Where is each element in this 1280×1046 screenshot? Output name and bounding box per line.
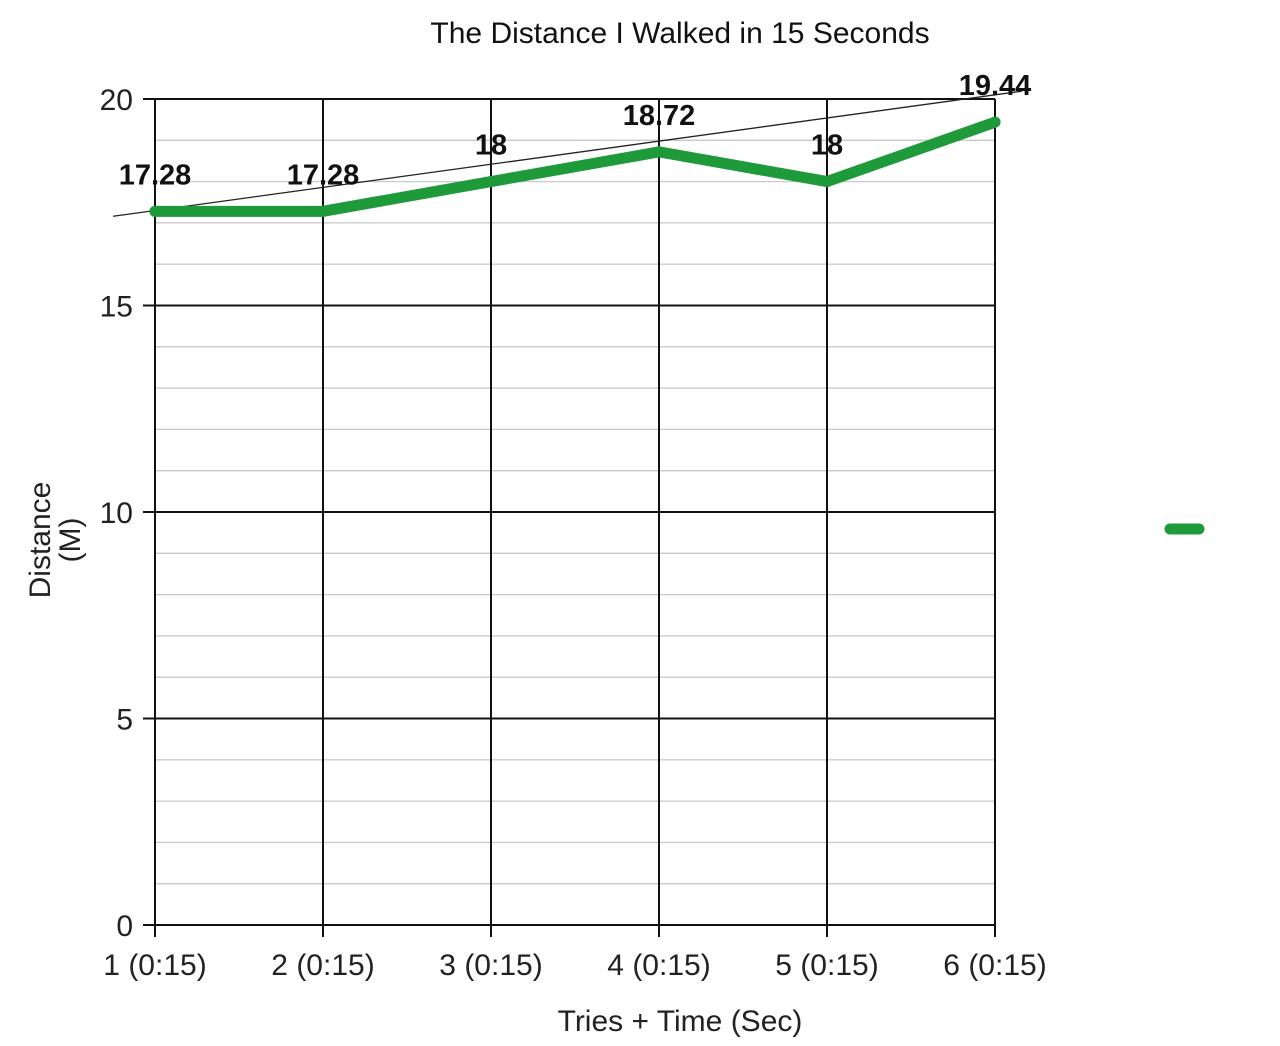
x-tick-label: 4 (0:15) [607,949,710,982]
data-label: 17.28 [119,159,192,191]
x-axis-ticks: 1 (0:15) 2 (0:15) 3 (0:15) 4 (0:15) 5 (0:15)… [103,949,1046,982]
data-point [989,116,1001,128]
y-tick-label: 15 [100,291,133,324]
series-group [149,116,1001,217]
x-axis-label: Tries + Time (Sec) [558,1005,803,1038]
y-axis-label: Distance (M) [24,482,87,599]
data-point [149,205,161,217]
data-label: 18 [811,130,843,162]
y-axis-label-line-2: (M) [54,518,87,563]
data-label: 19.44 [959,70,1032,102]
y-axis-ticks: 0 5 10 15 20 [100,84,155,943]
vertical-gridlines [154,99,996,937]
x-tick-label: 2 (0:15) [271,949,374,982]
data-point [821,176,833,188]
y-tick-label: 5 [116,704,133,737]
y-tick-label: 0 [116,910,133,943]
minor-gridlines [155,139,995,885]
major-gridlines [155,98,995,926]
trendline-group [112,90,1022,217]
data-point [317,205,329,217]
x-tick-label: 3 (0:15) [439,949,542,982]
chart-title: The Distance I Walked in 15 Seconds [430,17,929,50]
x-tick-label: 5 (0:15) [775,949,878,982]
data-labels: 17.28 17.28 18 18.72 18 19.44 [119,70,1032,191]
trendline [112,90,1022,217]
series-line [149,116,1001,217]
y-tick-label: 20 [100,84,133,117]
data-label: 18.72 [623,100,696,132]
data-point [485,176,497,188]
x-tick-label: 1 (0:15) [103,949,206,982]
y-axis-label-line-1: Distance [24,482,57,599]
data-point [653,146,665,158]
y-tick-label: 10 [100,497,133,530]
data-label: 17.28 [287,159,360,191]
data-label: 18 [475,130,507,162]
x-tick-label: 6 (0:15) [943,949,1046,982]
